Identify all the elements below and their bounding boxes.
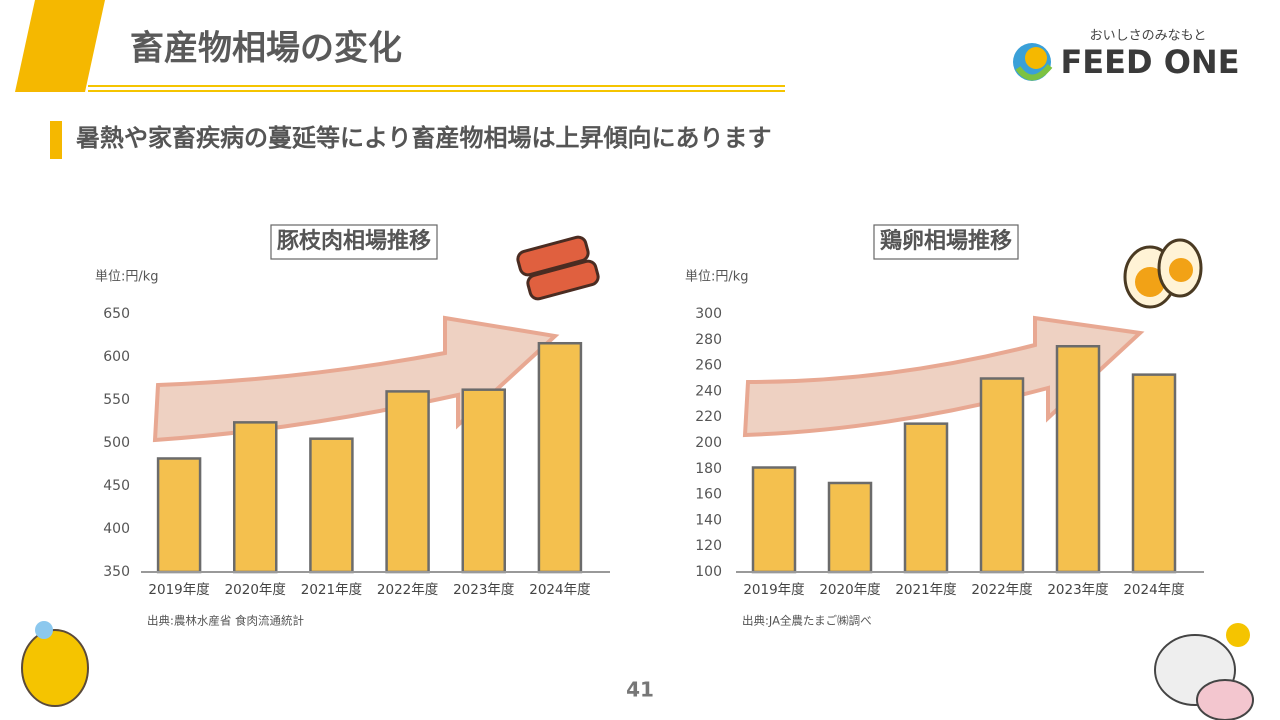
y-tick-label: 450 [103, 478, 130, 494]
x-tick-label: 2021年度 [895, 582, 956, 598]
subtitle-marker [50, 121, 62, 159]
unit-label: 単位:円/kg [95, 269, 159, 285]
logo-tagline: おいしさのみなもと [1090, 29, 1207, 44]
y-tick-label: 300 [695, 306, 722, 322]
subtitle: 暑熱や家畜疾病の蔓延等により畜産物相場は上昇傾向にあります [76, 124, 772, 152]
bar [309, 437, 354, 574]
y-tick-label: 600 [103, 349, 130, 365]
bar [385, 390, 430, 574]
source-note: 出典:JA全農たまご㈱調べ [742, 614, 872, 628]
header-accent [15, 0, 105, 92]
y-tick-label: 220 [695, 409, 722, 425]
y-tick-label: 100 [695, 564, 722, 580]
page-number: 41 [626, 678, 654, 702]
slide-title: 畜産物相場の変化 [130, 29, 402, 69]
mascot [21, 621, 89, 707]
bar [156, 457, 202, 574]
bar [233, 421, 278, 574]
unit-label: 単位:円/kg [685, 269, 749, 285]
x-tick-label: 2019年度 [148, 582, 209, 598]
x-tick-label: 2023年度 [1047, 582, 1108, 598]
y-tick-label: 350 [103, 564, 130, 580]
y-tick-label: 260 [695, 358, 722, 374]
bar [537, 341, 583, 574]
bar [827, 481, 873, 574]
bar [461, 388, 506, 574]
y-tick-label: 240 [695, 383, 722, 399]
x-tick-label: 2022年度 [971, 582, 1032, 598]
chart-title: 鶏卵相場推移 [880, 228, 1012, 254]
logo-mark [1025, 47, 1047, 69]
y-tick-label: 280 [695, 332, 722, 348]
bar [1055, 345, 1101, 574]
x-tick-label: 2024年度 [529, 582, 590, 598]
y-tick-label: 160 [695, 487, 722, 503]
y-tick-label: 550 [103, 392, 130, 408]
chart-title: 豚枝肉相場推移 [277, 228, 431, 254]
bar [903, 422, 949, 574]
source-note: 出典:農林水産省 食肉流通統計 [147, 614, 304, 628]
x-tick-label: 2020年度 [819, 582, 880, 598]
y-tick-label: 120 [695, 538, 722, 554]
y-tick-label: 650 [103, 306, 130, 322]
y-tick-label: 200 [695, 435, 722, 451]
animals [1154, 623, 1254, 720]
x-tick-label: 2021年度 [301, 582, 362, 598]
x-tick-label: 2024年度 [1123, 582, 1184, 598]
egg-icon [1123, 238, 1203, 309]
bacon-icon [516, 235, 600, 301]
chart-title-box [873, 224, 1019, 260]
x-tick-label: 2023年度 [453, 582, 514, 598]
logo-mark [1015, 64, 1053, 81]
logo-name: FEED ONE [1060, 43, 1239, 81]
y-tick-label: 400 [103, 521, 130, 537]
bar [751, 466, 797, 574]
bar [979, 377, 1025, 574]
y-tick-label: 500 [103, 435, 130, 451]
y-tick-label: 180 [695, 461, 722, 477]
x-tick-label: 2019年度 [743, 582, 804, 598]
x-tick-label: 2022年度 [377, 582, 438, 598]
chart-title-box [270, 224, 438, 260]
y-tick-label: 140 [695, 512, 722, 528]
bar [1131, 373, 1177, 574]
x-tick-label: 2020年度 [225, 582, 286, 598]
